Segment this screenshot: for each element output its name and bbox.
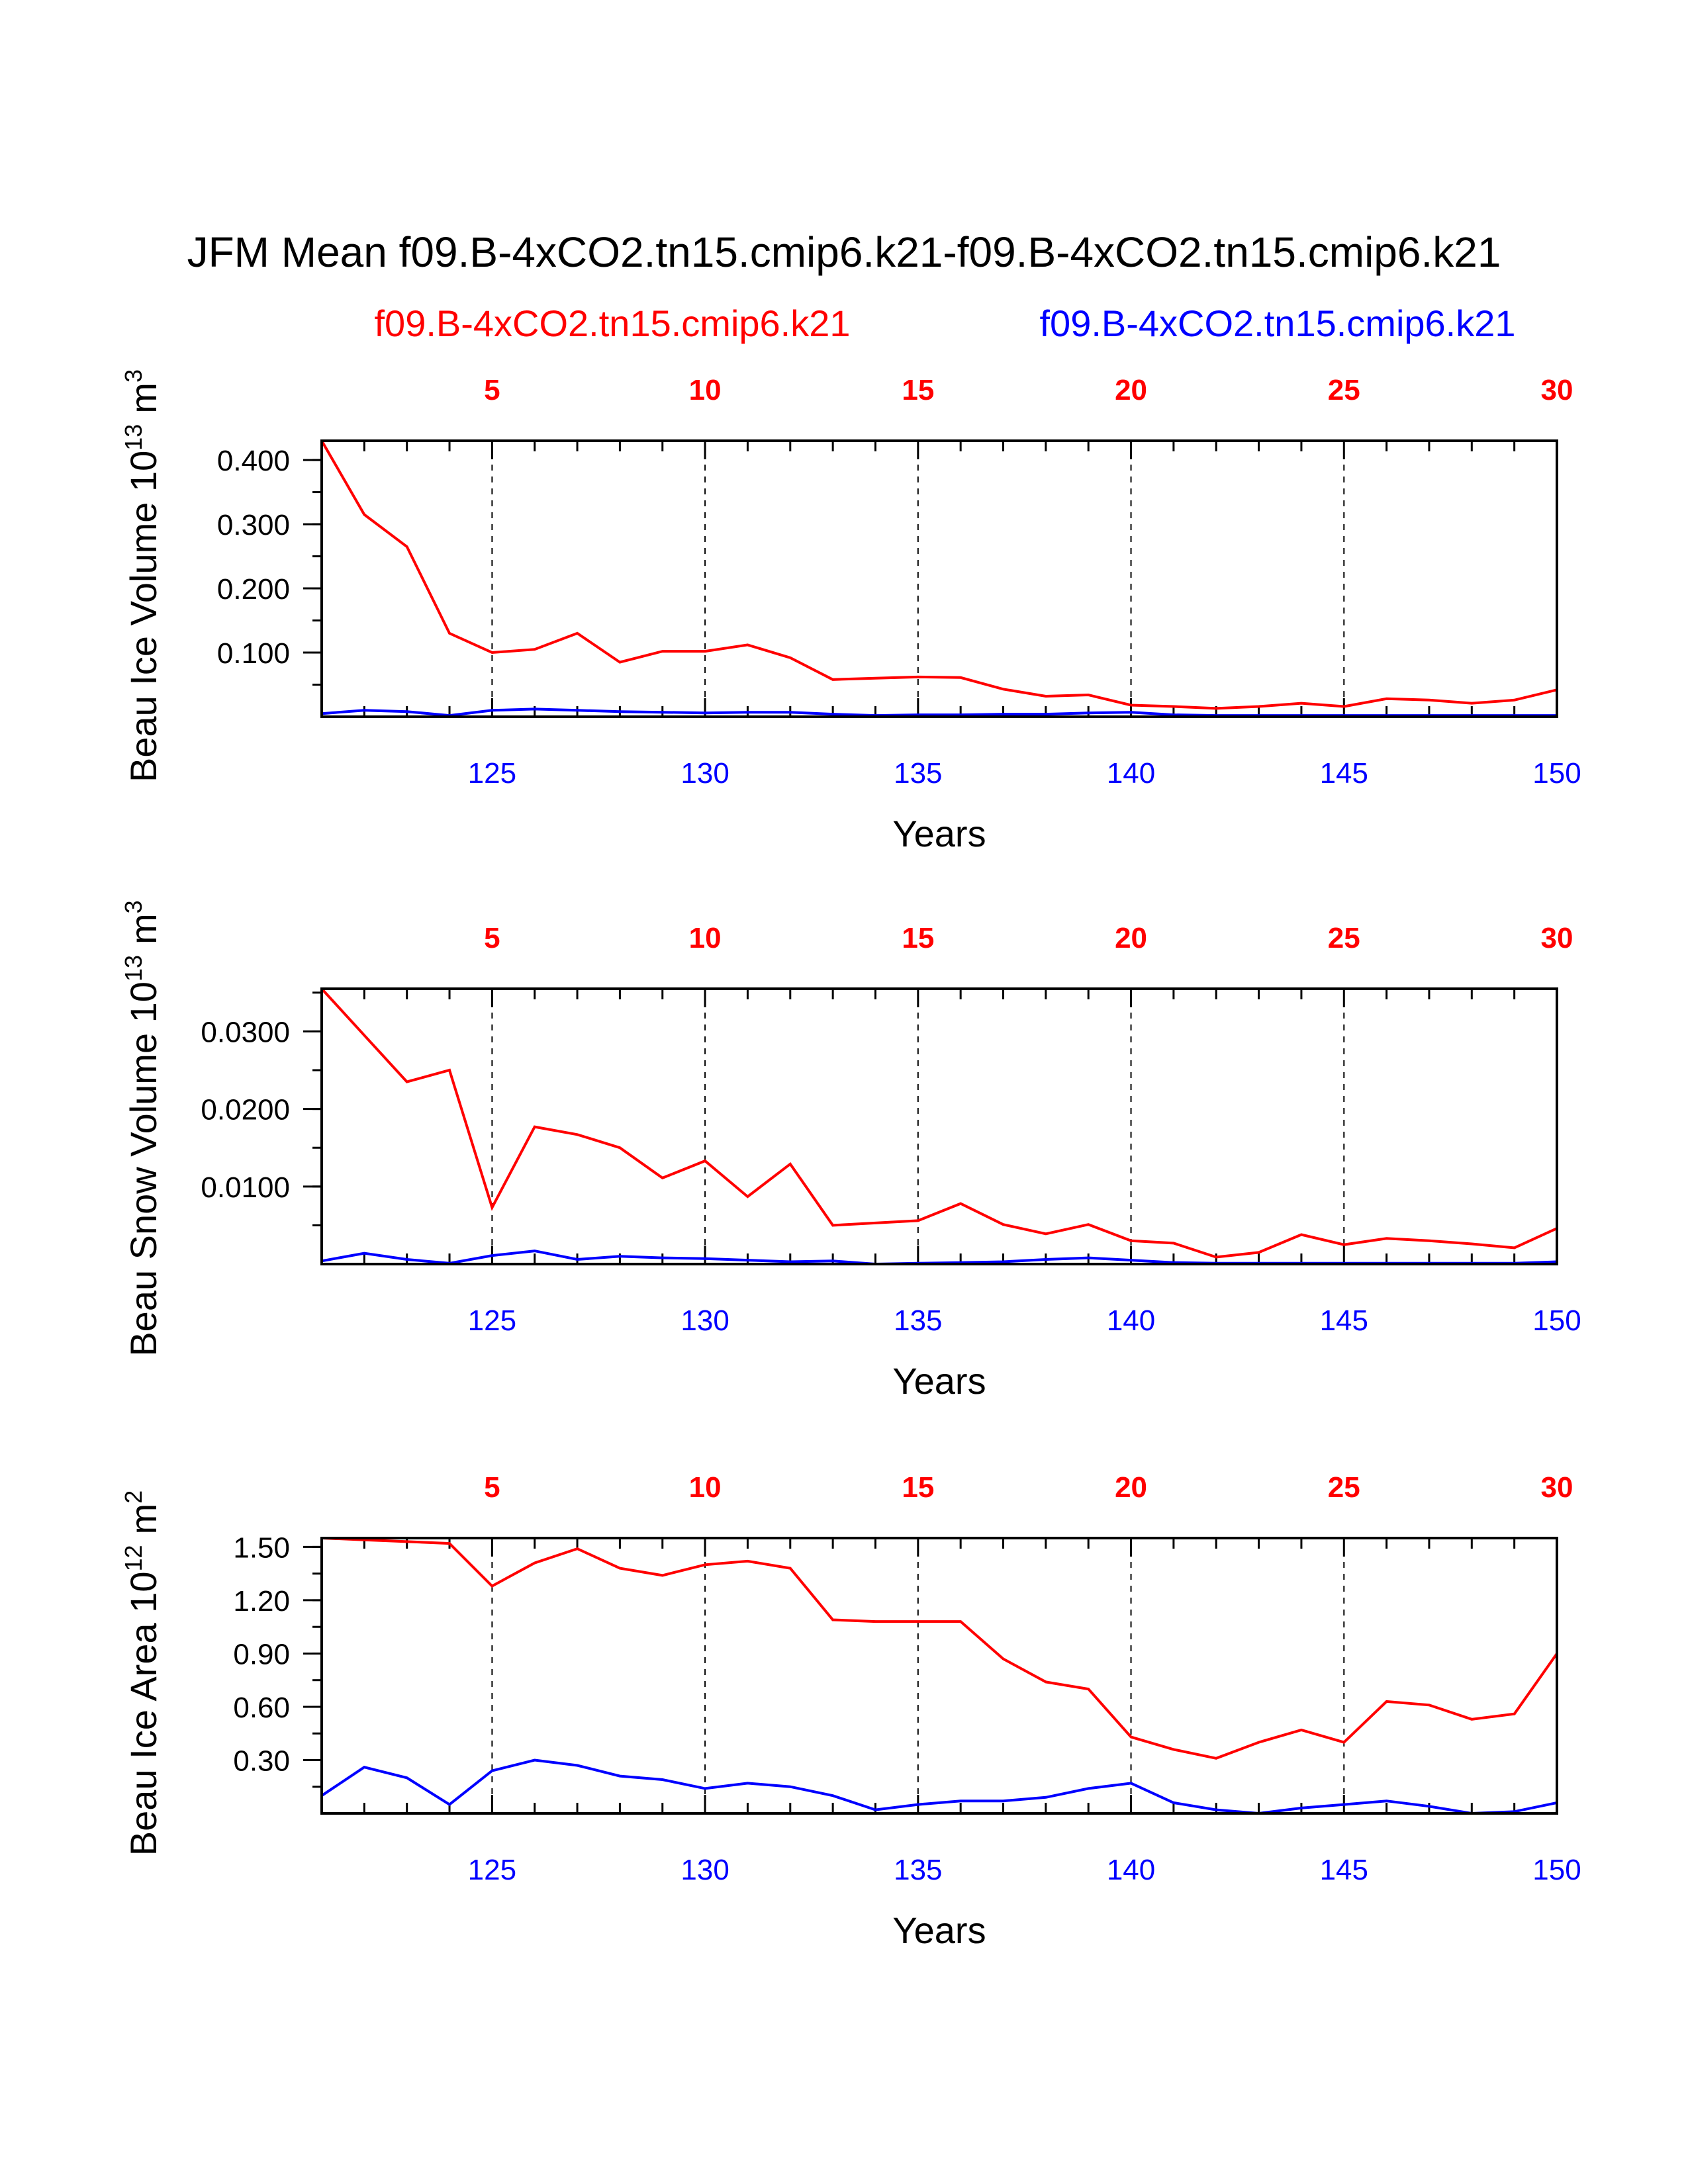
y-axis-label-part: 2 <box>120 1490 147 1504</box>
x-tick-label-top: 25 <box>1328 922 1360 954</box>
x-tick-label-top: 15 <box>902 922 934 954</box>
panels: 0.1000.2000.3000.40012551301013515140201… <box>120 369 1581 1951</box>
y-tick-label: 0.60 <box>233 1692 290 1724</box>
y-tick-label: 0.300 <box>217 509 290 541</box>
x-tick-label-top: 5 <box>484 922 500 954</box>
plot-frame <box>320 1537 1558 1815</box>
y-tick-label: 0.90 <box>233 1638 290 1670</box>
y-axis-label-part: Beau Snow Volume 10 <box>122 981 164 1357</box>
x-tick-label-top: 10 <box>689 1471 722 1504</box>
x-tick-label-top: 25 <box>1328 374 1360 406</box>
series-line-red <box>320 440 1558 710</box>
x-tick-label-bottom: 135 <box>894 757 942 790</box>
x-tick-label-bottom: 130 <box>680 757 729 790</box>
x-axis-label: Years <box>892 813 986 854</box>
y-axis-label-part: 13 <box>120 955 147 981</box>
y-axis-label: Beau Snow Volume 1013 m3 <box>120 900 164 1356</box>
y-tick-label: 0.400 <box>217 445 290 477</box>
x-axis-label: Years <box>892 1360 986 1402</box>
y-tick-label: 0.0100 <box>201 1171 290 1204</box>
y-tick-label: 0.0300 <box>201 1016 290 1048</box>
y-axis-label-part: Beau Ice Area 10 <box>122 1572 164 1856</box>
x-tick-label-bottom: 145 <box>1320 757 1368 790</box>
x-tick-label-top: 20 <box>1115 1471 1147 1504</box>
x-tick-label-bottom: 145 <box>1320 1854 1368 1886</box>
y-axis-label-part: Beau Ice Volume 10 <box>122 451 164 782</box>
x-tick-label-top: 15 <box>902 374 934 406</box>
series-line-blue <box>321 1250 1558 1266</box>
x-tick-label-bottom: 150 <box>1532 1304 1581 1337</box>
x-tick-label-top: 10 <box>689 922 722 954</box>
y-tick-label: 0.0200 <box>201 1094 290 1126</box>
legend-red-case: f09.B-4xCO2.tn15.cmip6.k21 <box>374 302 850 344</box>
x-tick-label-bottom: 135 <box>894 1304 942 1337</box>
x-tick-label-top: 20 <box>1115 922 1147 954</box>
x-tick-label-top: 25 <box>1328 1471 1360 1504</box>
series-line-red <box>321 1537 1558 1760</box>
x-tick-label-top: 30 <box>1541 922 1573 954</box>
y-axis-label-part: 3 <box>120 900 147 913</box>
y-axis-label: Beau Ice Area 1012 m2 <box>120 1490 164 1856</box>
x-tick-label-top: 10 <box>689 374 722 406</box>
series-line-red <box>320 987 1558 1259</box>
x-tick-label-bottom: 125 <box>468 1304 516 1337</box>
x-axis-label: Years <box>892 1909 986 1951</box>
chart-panel-1: 0.100 0.200 0.300 0.400 125 5 130 10 135 15 140 20 1… <box>120 369 1581 854</box>
plot-frame <box>320 987 1558 1265</box>
chart-panel-2: 0.0100 0.0200 0.0300 125 5 130 10 135 15 140 20 145… <box>120 900 1581 1402</box>
x-tick-label-bottom: 130 <box>680 1304 729 1337</box>
y-tick-label: 1.20 <box>233 1585 290 1617</box>
x-tick-label-bottom: 145 <box>1320 1304 1368 1337</box>
plot-frame <box>320 439 1558 718</box>
x-tick-label-bottom: 140 <box>1107 1854 1155 1886</box>
x-tick-label-bottom: 125 <box>468 1854 516 1886</box>
y-axis-label-part: 13 <box>120 424 147 451</box>
y-axis-label-part: 3 <box>120 369 147 383</box>
x-tick-label-top: 30 <box>1541 1471 1573 1504</box>
legend-blue-case: f09.B-4xCO2.tn15.cmip6.k21 <box>1039 302 1515 344</box>
x-tick-label-top: 20 <box>1115 374 1147 406</box>
y-axis-label-part: m <box>122 1504 164 1535</box>
figure-title: JFM Mean f09.B-4xCO2.tn15.cmip6.k21-f09.… <box>187 228 1501 276</box>
y-axis-label-part: m <box>122 913 164 944</box>
x-tick-label-top: 15 <box>902 1471 934 1504</box>
y-axis-label-part: m <box>122 383 164 414</box>
series-line-blue <box>320 1758 1558 1815</box>
y-tick-label: 1.50 <box>233 1531 290 1564</box>
x-tick-label-top: 5 <box>484 1471 500 1504</box>
x-tick-label-bottom: 140 <box>1107 1304 1155 1337</box>
x-tick-label-bottom: 150 <box>1532 757 1581 790</box>
y-tick-label: 0.200 <box>217 573 290 606</box>
x-tick-label-bottom: 135 <box>894 1854 942 1886</box>
x-tick-label-bottom: 140 <box>1107 757 1155 790</box>
y-axis-label-part: 12 <box>120 1545 147 1571</box>
x-tick-label-top: 30 <box>1541 374 1573 406</box>
series-line-blue <box>321 707 1557 717</box>
x-tick-label-top: 5 <box>484 374 500 406</box>
x-tick-label-bottom: 150 <box>1532 1854 1581 1886</box>
y-tick-label: 0.30 <box>233 1745 290 1777</box>
x-tick-label-bottom: 125 <box>468 757 516 790</box>
chart-panel-3: 0.30 0.60 0.90 1.20 1.50 125 5 130 10 135 15 140 20 1… <box>120 1471 1581 1951</box>
y-axis-label: Beau Ice Volume 1013 m3 <box>120 369 164 782</box>
x-tick-label-bottom: 130 <box>680 1854 729 1886</box>
y-tick-label: 0.100 <box>217 637 290 670</box>
